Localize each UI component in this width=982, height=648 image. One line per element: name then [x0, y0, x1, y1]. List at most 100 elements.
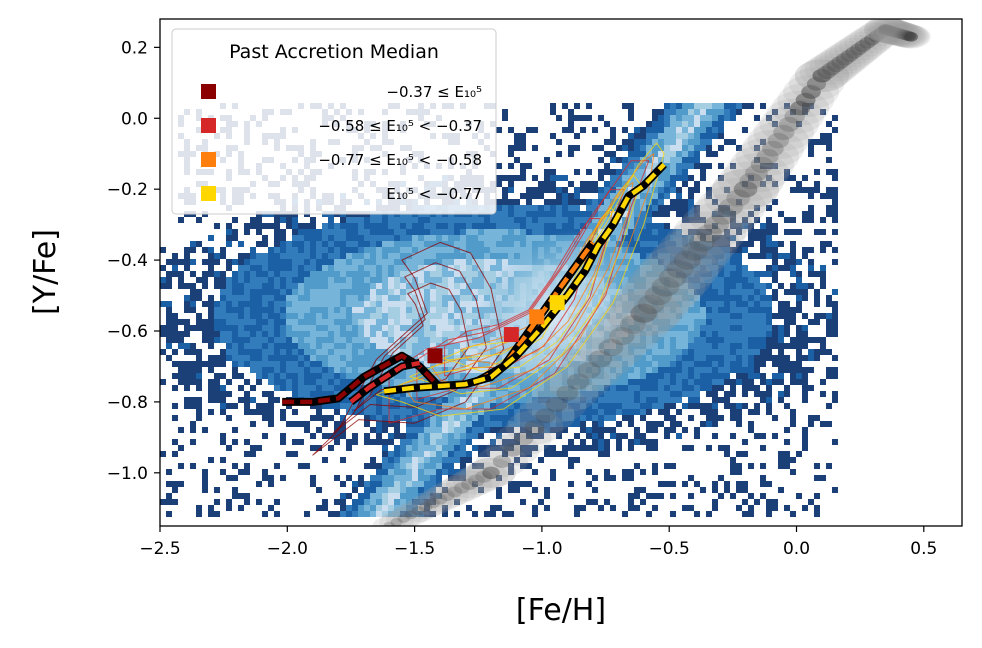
- density-cell: [628, 469, 634, 475]
- density-cell: [352, 361, 358, 367]
- density-cell: [274, 499, 280, 505]
- density-cell: [442, 439, 448, 445]
- density-cell: [442, 469, 448, 475]
- density-cell: [436, 469, 442, 475]
- density-cell: [382, 409, 388, 415]
- density-cell: [694, 379, 700, 385]
- density-cell: [694, 349, 700, 355]
- density-cell: [508, 421, 514, 427]
- density-cell: [508, 439, 514, 445]
- density-cell: [232, 235, 238, 241]
- density-cell: [256, 361, 262, 367]
- density-cell: [346, 313, 352, 319]
- density-cell: [520, 409, 526, 415]
- density-cell: [292, 295, 298, 301]
- density-cell: [610, 205, 616, 211]
- density-cell: [634, 145, 640, 151]
- density-cell: [652, 133, 658, 139]
- density-cell: [298, 343, 304, 349]
- density-cell: [442, 391, 448, 397]
- density-cell: [166, 277, 172, 283]
- density-cell: [706, 379, 712, 385]
- density-cell: [802, 175, 808, 181]
- density-cell: [532, 127, 538, 133]
- density-cell: [526, 481, 532, 487]
- density-cell: [754, 277, 760, 283]
- density-ridge-core: [390, 517, 403, 526]
- density-cell: [646, 145, 652, 151]
- density-cell: [742, 325, 748, 331]
- density-cell: [334, 355, 340, 361]
- density-cell: [700, 295, 706, 301]
- density-cell: [802, 187, 808, 193]
- density-cell: [574, 391, 580, 397]
- density-cell: [334, 307, 340, 313]
- density-cell: [190, 379, 196, 385]
- density-cell: [502, 205, 508, 211]
- density-cell: [394, 505, 400, 511]
- density-cell: [274, 367, 280, 373]
- density-cell: [442, 337, 448, 343]
- density-cell: [208, 337, 214, 343]
- density-cell: [280, 301, 286, 307]
- density-cell: [280, 217, 286, 223]
- density-cell: [334, 313, 340, 319]
- density-cell: [280, 373, 286, 379]
- density-cell: [196, 289, 202, 295]
- density-cell: [604, 169, 610, 175]
- density-cell: [664, 265, 670, 271]
- density-cell: [268, 331, 274, 337]
- density-cell: [202, 271, 208, 277]
- density-cell: [292, 325, 298, 331]
- density-cell: [712, 127, 718, 133]
- density-cell: [298, 271, 304, 277]
- density-cell: [820, 349, 826, 355]
- density-cell: [718, 475, 724, 481]
- density-cell: [334, 331, 340, 337]
- density-cell: [346, 331, 352, 337]
- density-cell: [178, 463, 184, 469]
- density-cell: [628, 139, 634, 145]
- density-cell: [688, 283, 694, 289]
- density-cell: [694, 205, 700, 211]
- density-cell: [646, 409, 652, 415]
- density-cell: [724, 115, 730, 121]
- density-cell: [826, 325, 832, 331]
- density-cell: [622, 175, 628, 181]
- density-cell: [550, 451, 556, 457]
- density-cell: [286, 367, 292, 373]
- density-cell: [454, 283, 460, 289]
- density-cell: [658, 181, 664, 187]
- density-cell: [760, 235, 766, 241]
- density-cell: [802, 397, 808, 403]
- density-cell: [640, 343, 646, 349]
- density-cell: [466, 253, 472, 259]
- density-cell: [190, 349, 196, 355]
- density-cell: [418, 463, 424, 469]
- density-cell: [634, 157, 640, 163]
- density-cell: [184, 319, 190, 325]
- density-cell: [736, 145, 742, 151]
- density-cell: [724, 265, 730, 271]
- density-cell: [382, 463, 388, 469]
- density-cell: [514, 457, 520, 463]
- density-cell: [442, 457, 448, 463]
- density-ridge-core: [453, 482, 470, 494]
- density-cell: [382, 277, 388, 283]
- density-cell: [784, 439, 790, 445]
- density-cell: [382, 445, 388, 451]
- density-cell: [232, 487, 238, 493]
- density-cell: [292, 229, 298, 235]
- density-cell: [262, 313, 268, 319]
- density-cell: [250, 277, 256, 283]
- density-cell: [370, 283, 376, 289]
- density-cell: [280, 355, 286, 361]
- density-cell: [334, 379, 340, 385]
- density-cell: [640, 133, 646, 139]
- density-cell: [220, 409, 226, 415]
- density-cell: [166, 319, 172, 325]
- density-cell: [442, 415, 448, 421]
- density-cell: [442, 301, 448, 307]
- density-cell: [196, 349, 202, 355]
- density-cell: [628, 331, 634, 337]
